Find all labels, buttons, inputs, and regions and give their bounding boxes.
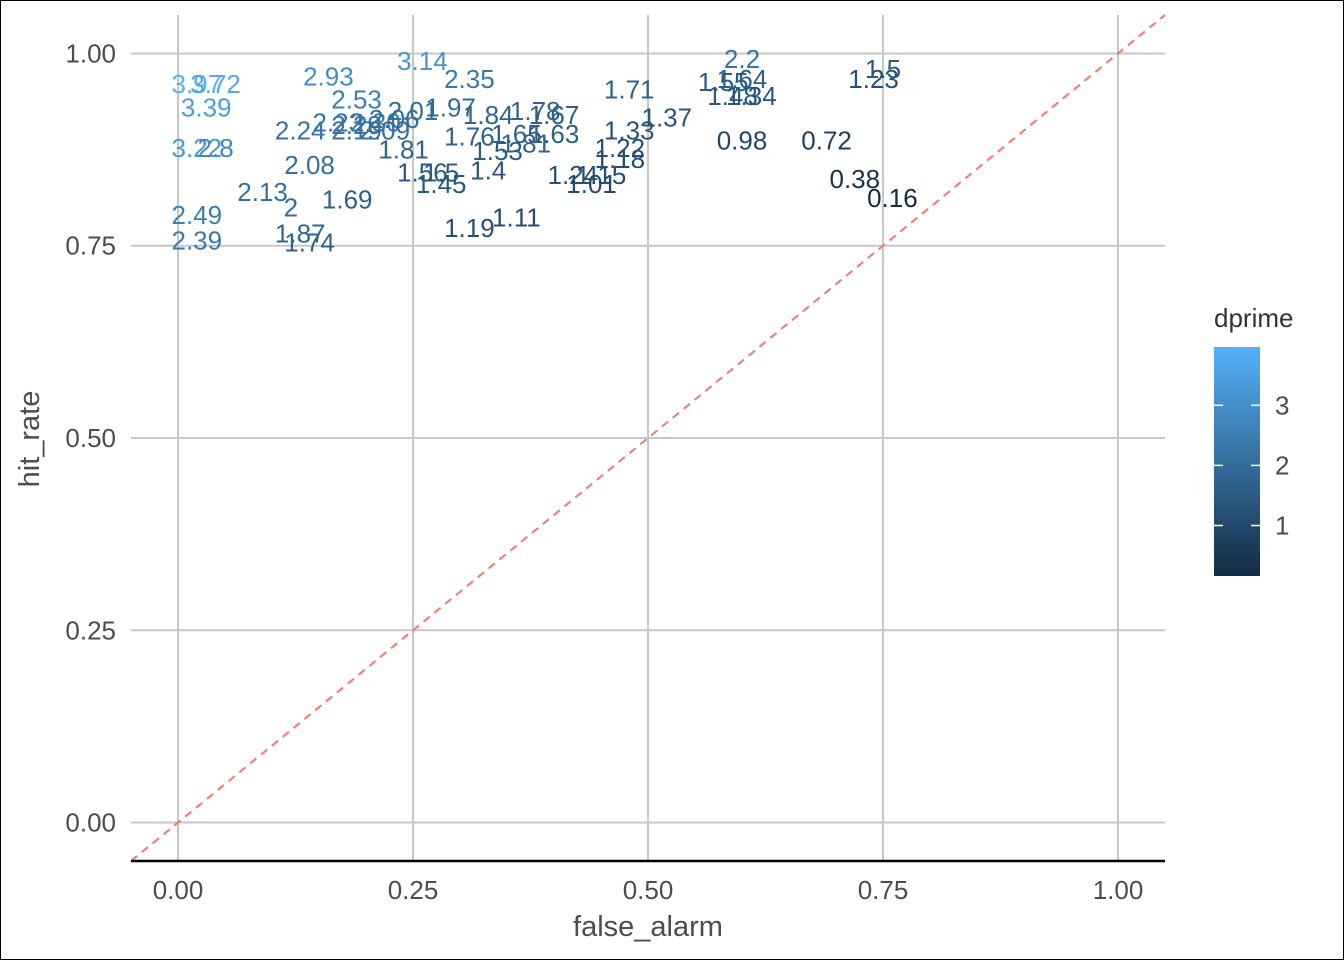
point-label: 1.71 xyxy=(604,75,655,105)
point-label: 1.65 xyxy=(491,119,542,149)
point-label: 1.81 xyxy=(378,135,429,165)
point-label: 1.69 xyxy=(322,185,373,215)
point-label: 1.19 xyxy=(444,213,495,243)
point-label: 0.38 xyxy=(829,164,880,194)
point-label: 1.48 xyxy=(707,81,758,111)
colorbar-tick-label: 2 xyxy=(1275,450,1289,480)
point-label: 1.22 xyxy=(594,133,645,163)
point-label: 1.97 xyxy=(425,92,476,122)
point-label: 2.35 xyxy=(444,64,495,94)
point-label: 0.16 xyxy=(867,183,918,213)
point-label: 2.08 xyxy=(284,150,335,180)
x-tick-label: 0.00 xyxy=(153,875,204,905)
point-label: 1.23 xyxy=(848,64,899,94)
point-label: 2.53 xyxy=(331,85,382,115)
x-tick-label: 0.75 xyxy=(858,875,909,905)
colorbar-ticks: 1 2 3 xyxy=(1214,390,1289,541)
y-axis-title: hit_rate xyxy=(14,391,46,488)
y-tick-label: 1.00 xyxy=(65,38,116,68)
point-label: 2.93 xyxy=(303,62,354,92)
point-label: 1.34 xyxy=(726,81,777,111)
point-label: 3.72 xyxy=(190,69,241,99)
x-tick-label: 1.00 xyxy=(1093,875,1144,905)
point-label: 2.30 xyxy=(350,108,401,138)
point-label: 2.2 xyxy=(724,44,760,74)
identity-dashed-line xyxy=(130,14,1166,862)
point-label: 1.74 xyxy=(284,228,335,258)
y-tick-label: 0.50 xyxy=(65,423,116,453)
point-label: 2.8 xyxy=(198,133,234,163)
point-label: 1.5 xyxy=(865,54,901,84)
colorbar-legend: dprime 1 2 3 xyxy=(1214,303,1293,576)
point-label: 2.23 xyxy=(312,108,363,138)
data-point-labels: 3.973.723.393.222.83.142.932.532.352.492… xyxy=(171,44,917,258)
point-label: 1.64 xyxy=(717,64,768,94)
reference-line xyxy=(130,14,1166,862)
point-label: 2.09 xyxy=(359,115,410,145)
x-axis-title: false_alarm xyxy=(573,911,723,943)
point-label: 1.81 xyxy=(500,128,551,158)
point-label: 1.18 xyxy=(594,144,645,174)
point-label: 1.37 xyxy=(641,102,692,132)
point-label: 1.87 xyxy=(275,218,326,248)
point-label: 1.78 xyxy=(510,96,561,126)
colorbar-tick-label: 3 xyxy=(1275,390,1289,420)
point-label: 1.33 xyxy=(604,115,655,145)
point-label: 1.63 xyxy=(529,119,580,149)
point-label: 2.06 xyxy=(369,104,420,134)
point-label: 3.39 xyxy=(181,92,232,122)
point-label: 2.49 xyxy=(171,200,222,230)
legend-title: dprime xyxy=(1214,303,1293,333)
colorbar xyxy=(1214,347,1260,576)
point-label: 1.01 xyxy=(566,169,617,199)
point-label: 2.13 xyxy=(237,177,288,207)
point-label: 1.4 xyxy=(470,155,506,185)
point-label: 2.39 xyxy=(171,225,222,255)
point-label: 1.55 xyxy=(698,67,749,97)
point-label: 1.76 xyxy=(444,122,495,152)
point-label: 1.15 xyxy=(576,160,627,190)
x-tick-label: 0.25 xyxy=(388,875,439,905)
point-label: 2.01 xyxy=(388,96,439,126)
point-label: 2.24 xyxy=(275,115,326,145)
y-tick-label: 0.75 xyxy=(65,231,116,261)
point-label: 1.67 xyxy=(529,100,580,130)
x-axis-ticks: 0.00 0.25 0.50 0.75 1.00 xyxy=(153,875,1144,905)
point-label: 1.24 xyxy=(547,160,598,190)
grid-lines xyxy=(131,15,1165,861)
point-label: 1.11 xyxy=(492,202,541,232)
point-label: 1.53 xyxy=(472,136,523,166)
x-tick-label: 0.50 xyxy=(623,875,674,905)
point-label: 0.72 xyxy=(801,125,852,155)
point-label: 2 xyxy=(284,192,298,222)
point-label: 1.45 xyxy=(416,169,467,199)
point-label: 2.19 xyxy=(331,115,382,145)
point-label: 1.5 xyxy=(423,158,459,188)
colorbar-tick-label: 1 xyxy=(1275,511,1289,541)
y-tick-label: 0.00 xyxy=(65,808,116,838)
y-axis-ticks: 0.00 0.25 0.50 0.75 1.00 xyxy=(65,38,116,837)
point-label: 1.56 xyxy=(397,158,448,188)
point-label: 1.84 xyxy=(463,100,514,130)
point-label: 3.14 xyxy=(397,46,448,76)
point-label: 2.29 xyxy=(331,110,382,140)
point-label: 0.98 xyxy=(717,125,768,155)
y-tick-label: 0.25 xyxy=(65,615,116,645)
point-label: 3.97 xyxy=(171,69,222,99)
point-label: 3.22 xyxy=(171,133,222,163)
